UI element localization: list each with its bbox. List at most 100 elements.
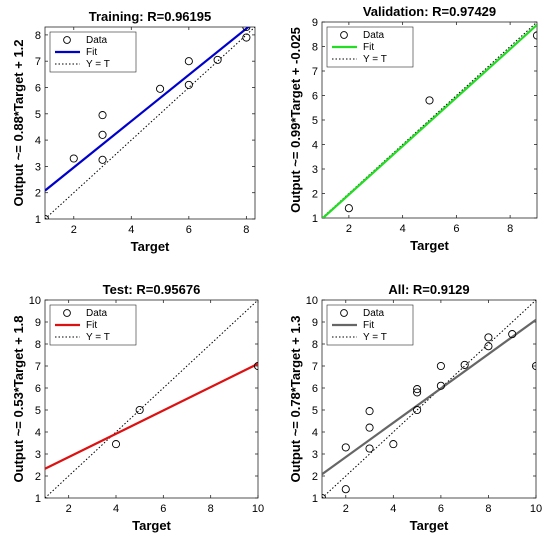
y-axis-label: Output ~= 0.99*Target + -0.025: [288, 27, 303, 213]
x-tick-label: 4: [400, 223, 406, 235]
y-tick-label: 2: [35, 188, 41, 200]
y-tick-label: 7: [312, 66, 318, 78]
y-axis-label: Output ~= 0.53*Target + 1.8: [11, 315, 26, 482]
data-point: [156, 84, 165, 93]
y-tick-label: 6: [312, 383, 318, 395]
x-tick-label: 8: [208, 503, 214, 515]
legend-entry: Y = T: [86, 332, 110, 343]
identity-line: [45, 300, 258, 498]
legend-data-marker: [340, 31, 348, 39]
data-point: [413, 388, 422, 397]
x-axis-label: Target: [410, 238, 449, 253]
legend-entry: Y = T: [363, 54, 387, 65]
data-point: [484, 333, 493, 342]
y-tick-label: 10: [306, 295, 318, 307]
data-point: [365, 444, 374, 453]
data-point: [45, 214, 50, 219]
y-tick-label: 4: [312, 427, 318, 439]
data-point: [213, 55, 222, 64]
x-tick-label: 2: [66, 503, 72, 515]
data-point: [111, 440, 121, 449]
chart-title: Test: R=0.95676: [103, 282, 201, 297]
x-tick-label: 2: [71, 224, 77, 236]
x-tick-label: 2: [346, 223, 352, 235]
x-tick-label: 6: [160, 503, 166, 515]
data-point: [322, 493, 327, 498]
x-tick-label: 10: [530, 503, 542, 515]
legend-entry: Data: [363, 308, 385, 319]
x-tick-label: 4: [390, 503, 396, 515]
data-point: [531, 361, 536, 371]
y-tick-label: 1: [35, 214, 41, 226]
fit-line: [322, 318, 536, 476]
y-tick-label: 7: [35, 56, 41, 68]
y-tick-label: 8: [35, 30, 41, 42]
x-tick-label: 6: [453, 223, 459, 235]
y-tick-label: 5: [35, 109, 41, 121]
data-point: [460, 360, 469, 369]
y-tick-label: 6: [312, 91, 318, 103]
data-point: [98, 155, 107, 164]
data-point: [253, 361, 258, 371]
y-tick-label: 6: [35, 82, 41, 94]
y-tick-label: 3: [312, 164, 318, 176]
y-tick-label: 5: [312, 405, 318, 417]
data-point: [242, 33, 251, 42]
y-axis-label: Output ~= 0.78*Target + 1.3: [288, 315, 303, 482]
data-point: [413, 385, 422, 394]
chart-title: Validation: R=0.97429: [363, 4, 496, 19]
y-tick-label: 8: [312, 339, 318, 351]
y-tick-label: 2: [35, 471, 41, 483]
x-axis-label: Target: [132, 518, 171, 533]
y-tick-label: 5: [35, 405, 41, 417]
data-point: [436, 361, 445, 371]
data-point: [508, 330, 517, 339]
legend-entry: Fit: [86, 47, 97, 58]
data-point: [365, 407, 374, 416]
data-point: [69, 154, 78, 163]
data-point: [532, 31, 537, 40]
y-tick-label: 9: [312, 317, 318, 329]
fit-line: [45, 27, 251, 192]
y-tick-label: 7: [35, 361, 41, 373]
data-point: [242, 27, 251, 32]
legend-entry: Fit: [363, 42, 374, 53]
x-tick-label: 6: [186, 224, 192, 236]
x-tick-label: 4: [128, 224, 134, 236]
data-point: [436, 381, 445, 390]
y-tick-label: 4: [312, 140, 318, 152]
legend-data-marker: [63, 309, 71, 317]
y-tick-label: 4: [35, 135, 41, 147]
data-point: [135, 405, 144, 415]
data-point: [425, 96, 434, 105]
y-tick-label: 9: [312, 17, 318, 29]
y-tick-label: 2: [312, 471, 318, 483]
fit-line: [45, 362, 258, 470]
legend-entry: Fit: [86, 320, 97, 331]
data-point: [389, 440, 398, 449]
data-point: [344, 204, 353, 213]
data-point: [98, 111, 107, 120]
fit-line: [322, 24, 537, 218]
y-tick-label: 7: [312, 361, 318, 373]
x-tick-label: 2: [343, 503, 349, 515]
y-tick-label: 1: [312, 493, 318, 505]
x-tick-label: 4: [113, 503, 119, 515]
x-axis-label: Target: [410, 518, 449, 533]
y-tick-label: 2: [312, 189, 318, 201]
y-tick-label: 3: [312, 449, 318, 461]
data-point: [184, 57, 193, 66]
legend-entry: Y = T: [86, 59, 110, 70]
y-tick-label: 10: [29, 295, 41, 307]
chart-title: All: R=0.9129: [388, 282, 469, 297]
legend-data-marker: [63, 36, 71, 44]
y-tick-label: 5: [312, 115, 318, 127]
y-tick-label: 1: [312, 213, 318, 225]
legend-entry: Data: [86, 35, 108, 46]
